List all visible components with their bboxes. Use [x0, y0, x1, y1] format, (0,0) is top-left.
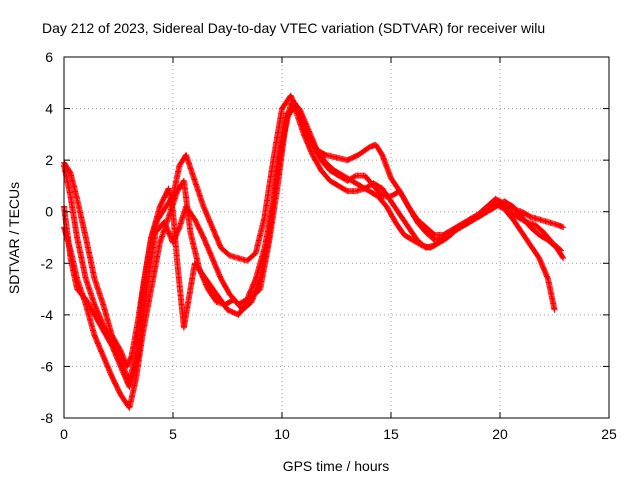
data-point-marker: [560, 255, 567, 262]
y-tick-label: 6: [45, 49, 53, 65]
data-point-marker: [557, 246, 564, 253]
y-tick-label: -2: [41, 255, 54, 271]
y-tick-label: 2: [45, 152, 53, 168]
series-day-4: [61, 100, 564, 391]
x-tick-label: 0: [60, 426, 68, 442]
chart-title: Day 212 of 2023, Sidereal Day-to-day VTE…: [42, 20, 545, 36]
y-tick-label: -8: [41, 410, 54, 426]
x-tick-label: 15: [383, 426, 399, 442]
x-tick-label: 5: [169, 426, 177, 442]
y-axis-label: SDTVAR / TECUs: [6, 182, 22, 294]
x-tick-label: 10: [274, 426, 290, 442]
plot-frame: [63, 56, 610, 419]
y-tick-label: 0: [45, 204, 53, 220]
y-tick-label: 4: [45, 101, 53, 117]
x-tick-label: 25: [601, 426, 617, 442]
axis-ticks: 0 5 10 15 20 25 -8 -6 -4 -2 0 2 4 6: [41, 49, 617, 442]
data-series: [61, 92, 567, 411]
x-axis-label: GPS time / hours: [283, 458, 390, 474]
y-tick-label: -6: [41, 358, 54, 374]
data-point-marker: [558, 247, 564, 254]
y-tick-label: -4: [41, 307, 54, 323]
data-point-marker: [560, 224, 567, 231]
data-point-marker: [559, 254, 566, 261]
x-tick-label: 20: [492, 426, 508, 442]
data-point-marker: [551, 306, 558, 313]
